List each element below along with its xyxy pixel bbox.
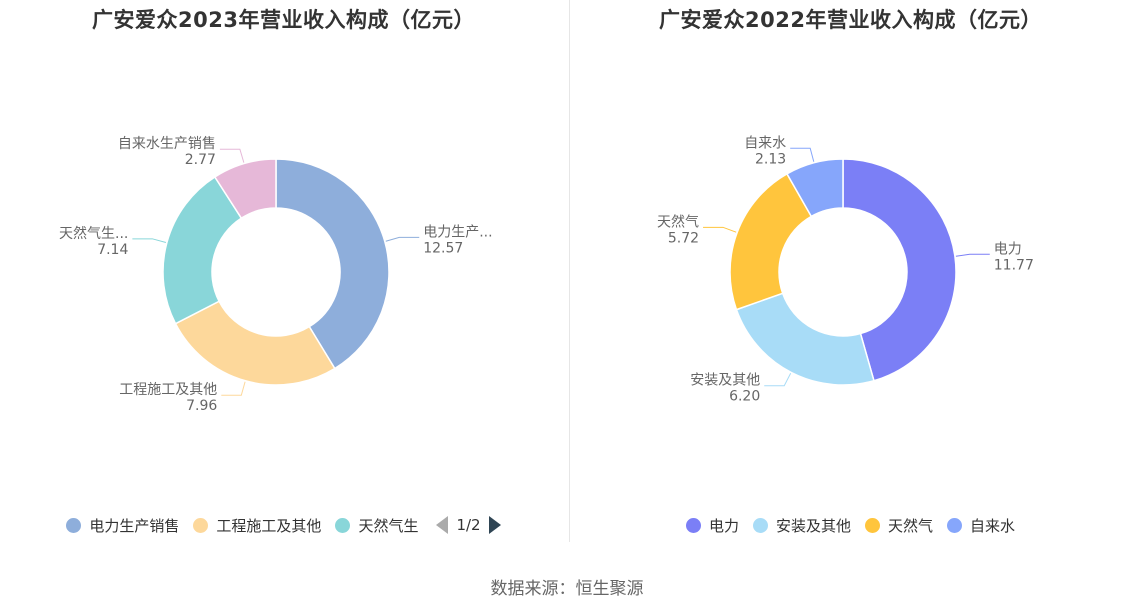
legend-label: 工程施工及其他: [216, 516, 322, 535]
slice-label: 自来水生产销售: [118, 136, 216, 152]
legend-marker: [66, 517, 82, 533]
pager-label: 1/2: [456, 516, 481, 534]
donut-slice[interactable]: [785, 158, 844, 218]
slice-label: 天然气: [657, 213, 699, 230]
leader-line: [764, 373, 792, 387]
donut-slice[interactable]: [174, 300, 336, 386]
pager-next-icon[interactable]: [488, 516, 501, 534]
legend-label: 天然气生: [358, 516, 419, 535]
leader-line: [790, 147, 815, 162]
legend-item-natural-gas[interactable]: 天然气生: [335, 515, 418, 536]
slice-label: 安装及其他: [690, 373, 760, 389]
slice-label: 工程施工及其他: [119, 382, 217, 398]
legend-item-power[interactable]: 电力: [685, 515, 739, 536]
slice-value-label: 11.77: [994, 257, 1034, 273]
chart-panel-2023: 广安爱众2023年营业收入构成（亿元） 电力生产... 12.57 工程施工及其他 7…: [0, 0, 567, 560]
chart-title-2023: 广安爱众2023年营业收入构成（亿元）: [92, 8, 475, 32]
slice-value-label: 5.72: [668, 230, 699, 246]
slice-label: 自来水: [744, 135, 786, 151]
slice-value-label: 2.77: [185, 152, 216, 168]
legend-2022: 电力 安装及其他 天然气 自来水: [567, 512, 1134, 538]
slice-label: 电力: [994, 241, 1022, 257]
legend-marker: [335, 517, 351, 533]
donut-slice[interactable]: [275, 158, 390, 370]
legend-marker: [752, 517, 768, 533]
pager-prev-icon[interactable]: [436, 516, 449, 534]
legend-label: 安装及其他: [775, 516, 851, 535]
chart-panel-2022: 广安爱众2022年营业收入构成（亿元） 电力 11.77 安装及其他 6.20 天然气 5…: [567, 0, 1134, 560]
legend-item-engineering[interactable]: 工程施工及其他: [193, 515, 321, 536]
legend-marker: [865, 517, 880, 533]
data-source: 数据来源：恒生聚源: [490, 579, 644, 599]
legend-marker: [193, 517, 209, 533]
chart-title-2022: 广安爱众2022年营业收入构成（亿元）: [659, 8, 1042, 32]
slice-label: 电力生产...: [423, 224, 492, 240]
slice-label: 天然气生...: [59, 225, 128, 242]
donut-slice[interactable]: [842, 158, 957, 382]
legend-marker: [947, 517, 963, 533]
slice-value-label: 7.14: [97, 242, 128, 258]
leader-line: [132, 238, 167, 243]
legend-item-power-sales[interactable]: 电力生产销售: [66, 515, 179, 536]
leader-line: [955, 253, 990, 257]
leader-line: [221, 381, 246, 396]
legend-item-water[interactable]: 自来水: [947, 515, 1015, 536]
legend-label: 电力: [708, 516, 739, 535]
slice-value-label: 2.13: [755, 151, 786, 167]
leader-line: [385, 236, 420, 242]
leader-line: [703, 226, 737, 233]
donut-slice[interactable]: [213, 158, 277, 220]
slice-value-label: 7.96: [186, 398, 217, 414]
legend-pager: 1/2: [436, 516, 501, 534]
legend-label: 自来水: [970, 516, 1016, 535]
legend-item-natural-gas-2022[interactable]: 天然气: [865, 515, 933, 536]
legend-marker: [685, 517, 701, 533]
panel-divider: [569, 0, 570, 542]
legend-label: 电力生产销售: [89, 516, 180, 535]
leader-line: [219, 148, 245, 163]
slice-value-label: 6.20: [729, 389, 760, 405]
slice-value-label: 12.57: [423, 240, 463, 256]
legend-2023: 电力生产销售 工程施工及其他 天然气生 1/2: [0, 512, 567, 538]
legend-item-installation[interactable]: 安装及其他: [752, 515, 851, 536]
donut-slice[interactable]: [735, 292, 875, 386]
legend-label: 天然气: [888, 516, 934, 535]
